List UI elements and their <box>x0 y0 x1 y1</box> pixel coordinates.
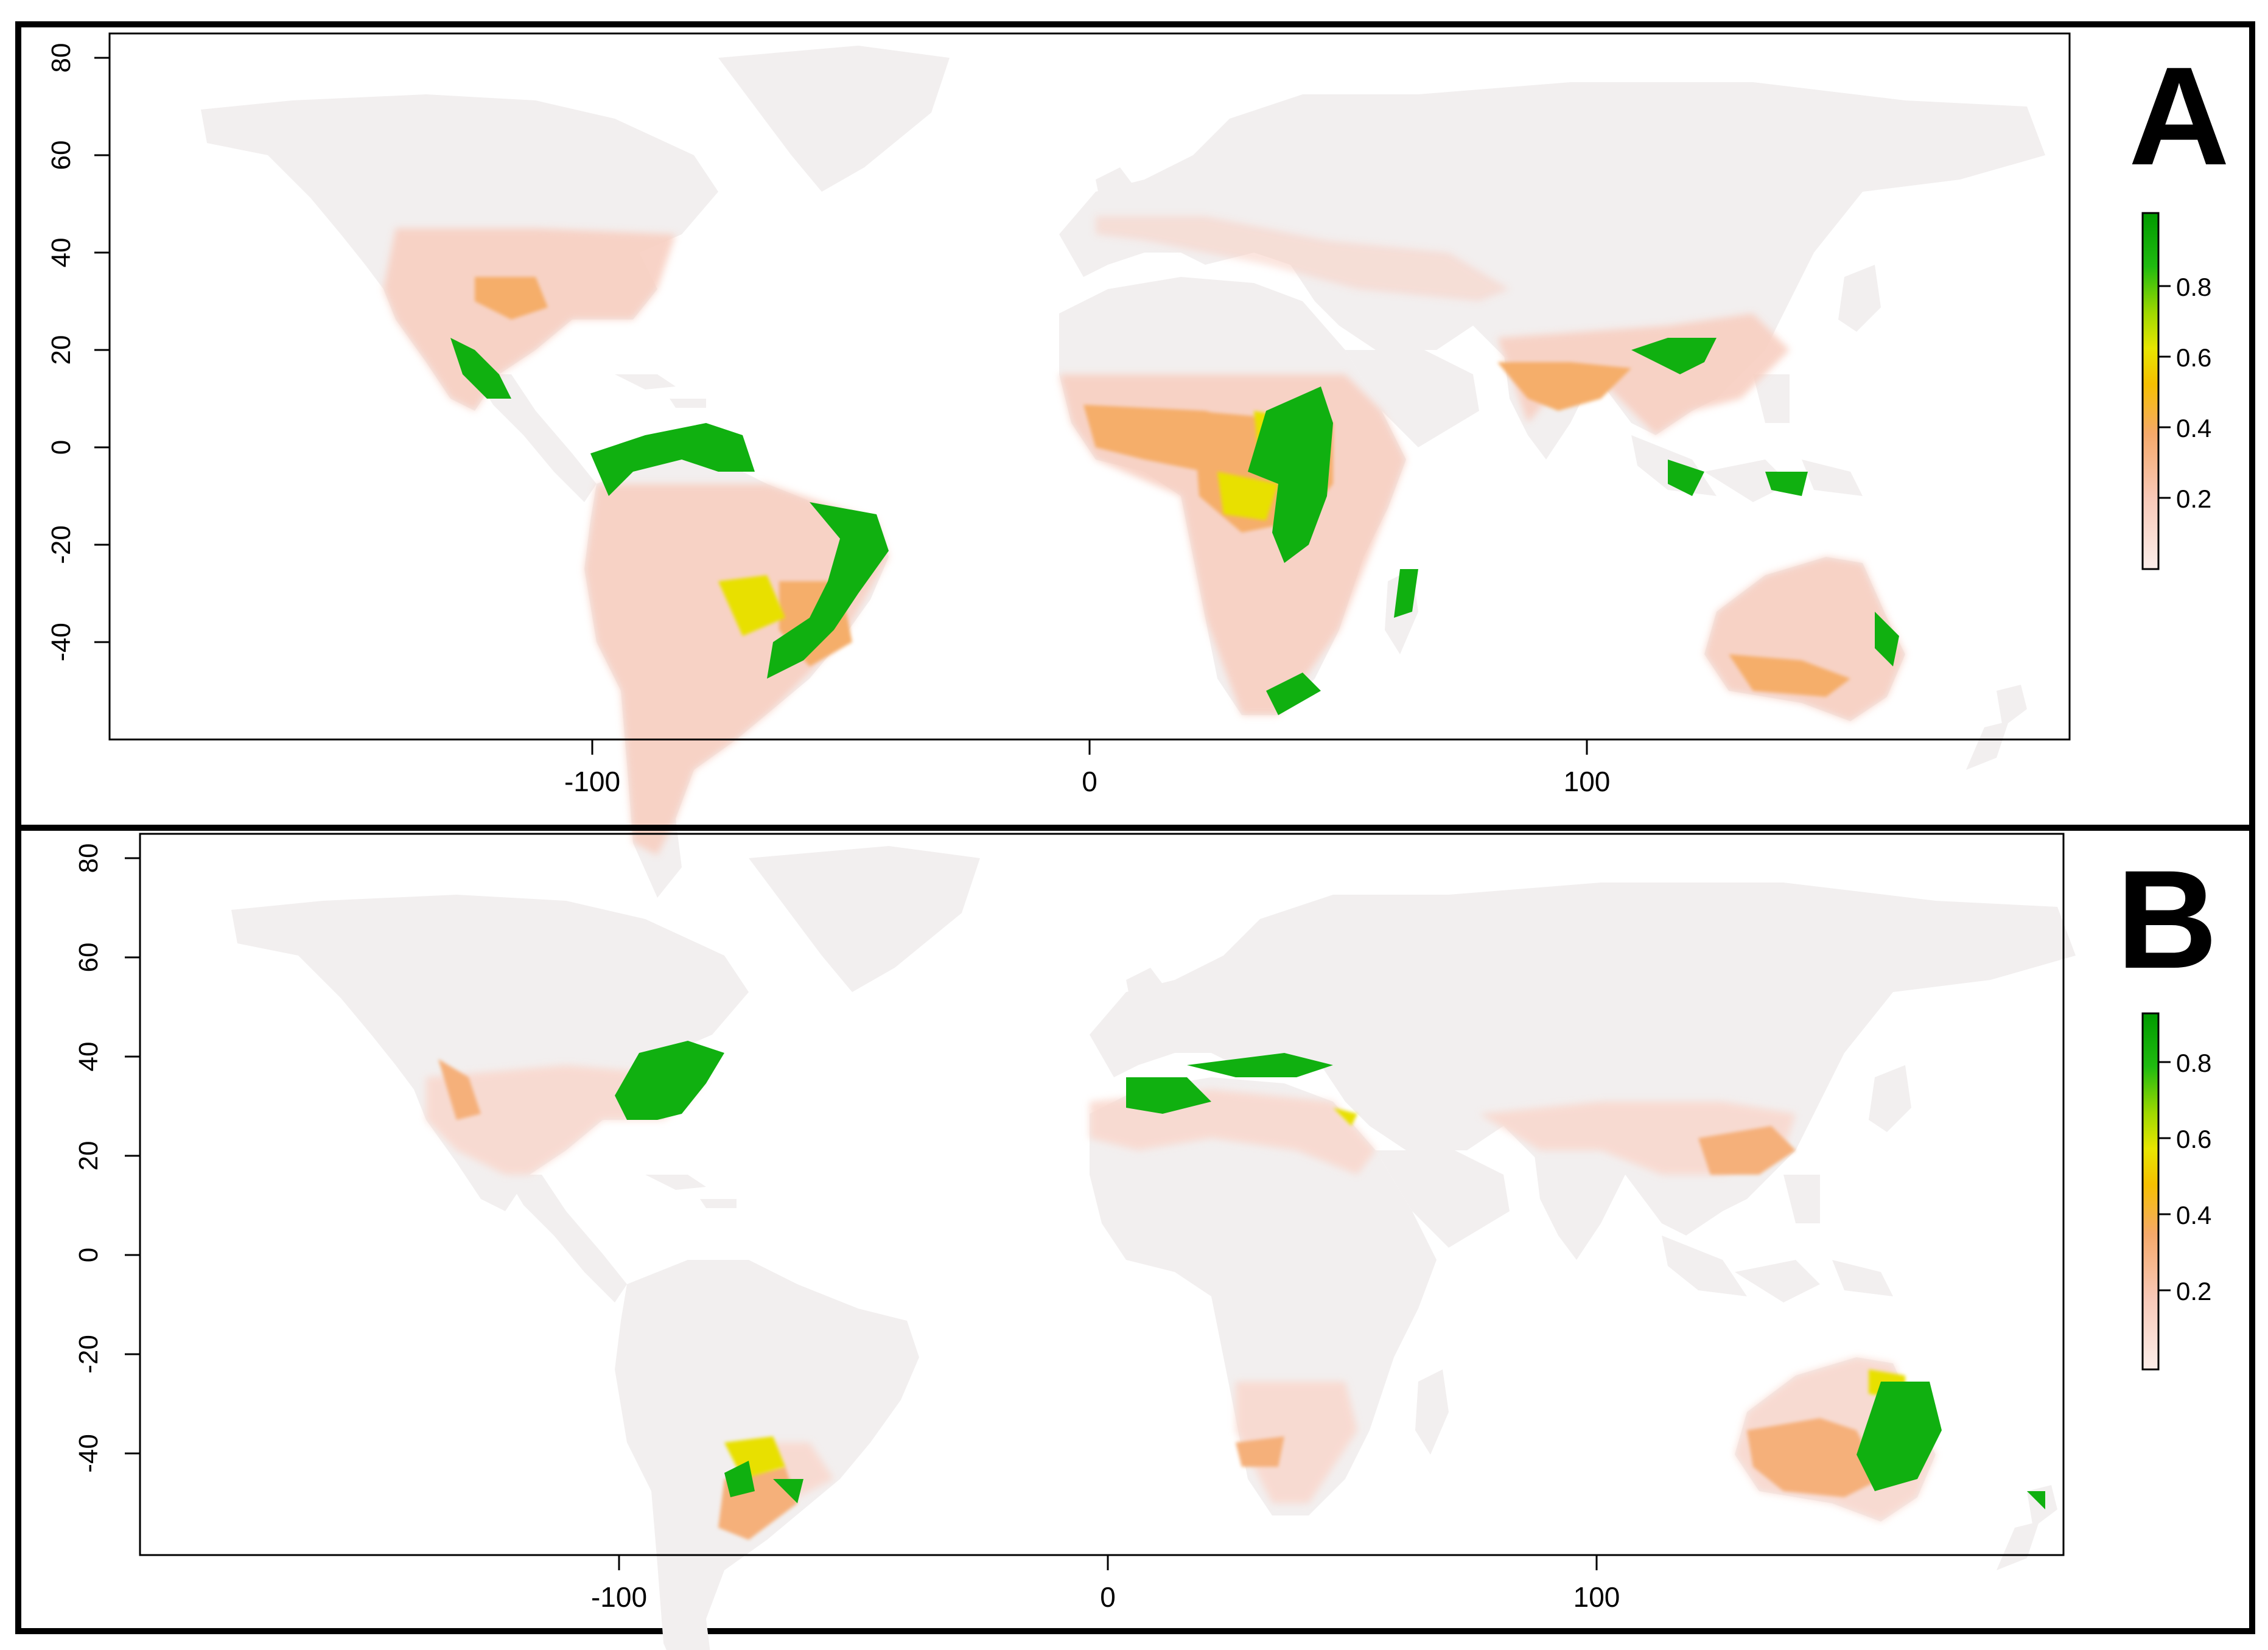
panel-b-axes <box>139 833 2065 1556</box>
panel-b: -100 0 100 80 60 40 20 0 -20 -40 B <box>15 825 2255 1650</box>
panel-b-frame <box>15 825 2255 1634</box>
panel-b-colorbar-tick: 0.4 <box>2176 1201 2211 1229</box>
panel-a-y-tick-label: -40 <box>46 623 76 662</box>
panel-b-y-axis <box>125 857 140 1455</box>
panel-a-very-high-suitability <box>450 338 1899 715</box>
panel-a-x-tick-label: 0 <box>1082 766 1097 797</box>
panel-a-y-tick-label: 20 <box>46 335 76 365</box>
panel-b-letter: B <box>2116 841 2217 998</box>
panel-a-colorbar-tick: 0.6 <box>2176 343 2211 372</box>
panel-a: -100 0 100 80 60 40 20 0 -20 -40 A <box>15 21 2255 898</box>
panel-b-y-tick-label: -40 <box>74 1434 103 1473</box>
panel-b-y-tick-label: 80 <box>74 844 103 873</box>
panel-b-x-axis <box>618 1555 1598 1570</box>
panel-b-y-tick-label: 20 <box>74 1141 103 1171</box>
panel-b-colorbar <box>2141 1012 2171 1371</box>
panel-b-y-tick-label: 40 <box>74 1042 103 1072</box>
panel-a-x-tick-label: 100 <box>1564 766 1611 797</box>
panel-b-map <box>231 846 2076 1650</box>
panel-b-x-tick-label: -100 <box>591 1581 647 1613</box>
panel-a-y-tick-label: 40 <box>46 238 76 268</box>
panel-a-y-tick-label: 60 <box>46 141 76 170</box>
panel-b-very-high-suitability <box>615 1041 2045 1509</box>
panel-a-y-tick-label: -20 <box>46 525 76 564</box>
panel-b-colorbar-tick: 0.2 <box>2176 1277 2211 1306</box>
panel-b-y-tick-label: 60 <box>74 943 103 973</box>
panel-a-colorbar-tick: 0.8 <box>2176 273 2211 301</box>
panel-a-map <box>201 46 2045 898</box>
panel-a-colorbar <box>2141 212 2171 570</box>
panel-a-colorbar-tick: 0.4 <box>2176 414 2211 442</box>
panel-a-y-tick-label: 0 <box>46 440 76 455</box>
panel-a-letter: A <box>2129 38 2230 194</box>
panel-b-y-tick-label: 0 <box>74 1248 103 1262</box>
panel-b-x-tick-label: 100 <box>1573 1581 1620 1613</box>
panel-a-y-tick-label: 80 <box>46 43 76 73</box>
panel-b-x-tick-label: 0 <box>1100 1581 1116 1613</box>
panel-a-y-axis <box>94 57 110 643</box>
panel-a-x-axis <box>591 739 1588 755</box>
panel-a-x-tick-label: -100 <box>564 766 620 797</box>
panel-b-y-tick-label: -20 <box>74 1335 103 1374</box>
panel-b-colorbar-tick: 0.6 <box>2176 1125 2211 1153</box>
panel-b-colorbar-tick: 0.8 <box>2176 1049 2211 1077</box>
panel-a-colorbar-tick: 0.2 <box>2176 484 2211 513</box>
